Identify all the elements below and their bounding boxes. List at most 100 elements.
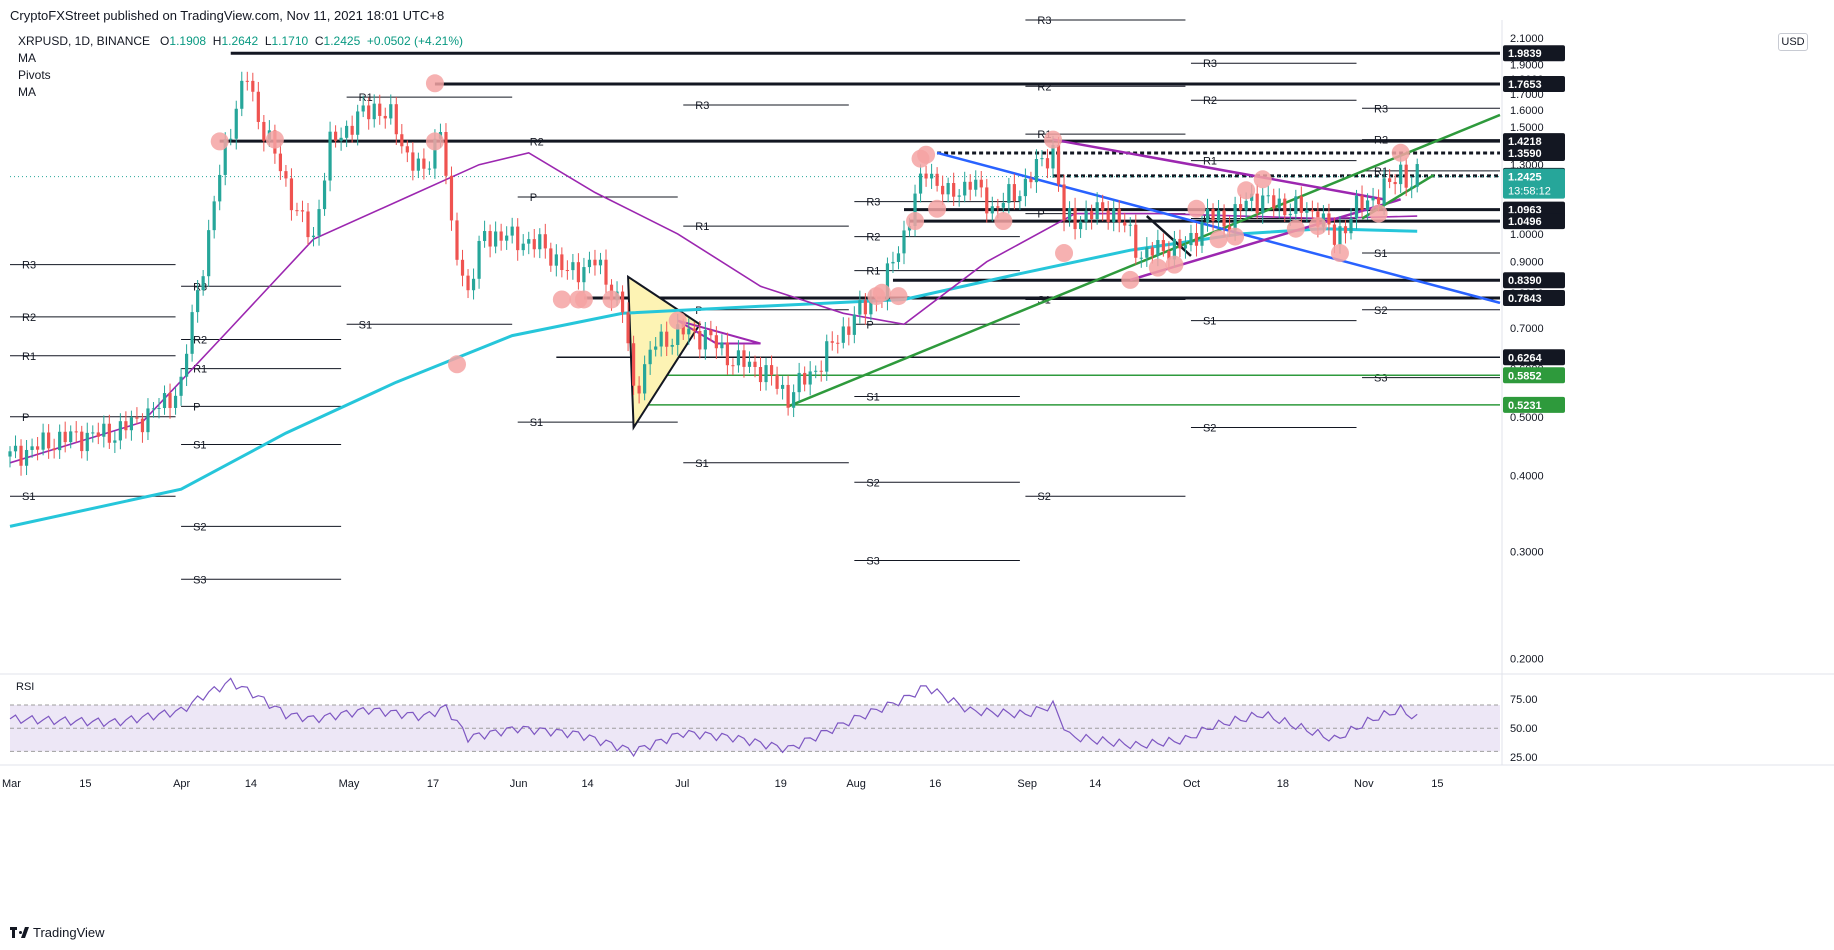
candle-body-2021-08-11 [907,226,912,231]
candle-body-2021-09-21 [1134,224,1138,258]
candle-body-2021-04-24 [306,211,310,238]
candle-body-2021-07-28 [830,341,834,343]
candle-body-2021-10-31 [1354,195,1359,219]
pivot-label-33: S2 [1037,491,1050,503]
candle-body-2021-07-14 [753,361,757,367]
candle-body-2021-08-19 [952,183,956,197]
candle-body-2021-05-23 [466,275,470,291]
rsi-tick-1: 50.00 [1510,723,1538,735]
candle-body-2021-07-11 [736,350,741,366]
candle-body-2021-03-17 [96,432,100,437]
candle-body-2021-04-28 [328,131,332,181]
level-tag-3: 1.3590 [1508,148,1542,160]
candle-body-2021-09-30 [1183,245,1188,249]
candle-body-2021-11-08 [1399,164,1403,185]
candle-body-2021-09-12 [1084,210,1088,222]
pivot-label-9: S1 [193,440,206,452]
x-tick-2: Apr [173,778,190,790]
y-tick-0: 2.1000 [1510,33,1544,45]
candle-body-2021-08-29 [1007,184,1011,203]
candle-body-2021-03-29 [162,393,167,409]
indicator-pivots[interactable]: Pivots [18,68,51,82]
level-tag-bg-7 [1503,272,1565,289]
touch-marker-7 [574,290,593,309]
level-tag-bg-8 [1503,290,1565,307]
candle-body-2021-04-04 [196,290,200,313]
candle-body-2021-07-31 [847,326,851,335]
pivot-label-11: S3 [193,574,206,586]
candle-body-2021-10-15 [1266,195,1270,197]
candle-body-2021-04-14 [251,80,255,92]
x-tick-11: 16 [929,778,941,790]
candle-body-2021-05-03 [356,111,360,135]
candle-body-2021-03-10 [58,431,62,451]
open-value: 1.1908 [169,34,207,48]
x-tick-17: 15 [1431,778,1443,790]
open-label: O [160,34,170,48]
candle-body-2021-10-21 [1299,196,1303,213]
candle-body-2021-07-10 [731,365,735,367]
candle-body-2021-11-04 [1376,197,1381,205]
candle-body-2021-09-29 [1178,238,1182,249]
candle-body-2021-10-07 [1222,210,1226,227]
pivot-label-12: R1 [359,92,373,104]
touch-marker-26 [1237,181,1256,200]
candle-body-2021-06-11 [571,262,575,271]
candle-body-2021-09-27 [1167,251,1171,260]
candle-body-2021-06-26 [654,346,658,350]
symbol-name: XRPUSD, 1D, BINANCE [18,34,151,48]
rsi-tick-0: 75.00 [1510,694,1538,706]
touch-marker-29 [1308,217,1327,236]
pivot-label-13: S1 [359,319,372,331]
level-tag-bg-3 [1503,144,1565,161]
candle-body-2021-05-30 [505,235,509,241]
candle-body-2021-04-05 [201,276,205,291]
candle-body-2021-10-09 [1233,204,1237,231]
countdown-tag: 13:58:12 [1508,186,1551,198]
candle-body-2021-05-16 [427,168,432,170]
symbol-legend[interactable]: XRPUSD, 1D, BINANCE O1.1908 H1.2642 L1.1… [18,34,463,48]
candle-body-2021-08-27 [996,206,1000,208]
indicator-ma-1[interactable]: MA [18,51,36,65]
candle-body-2021-10-05 [1211,209,1215,222]
pivot-label-25: S1 [866,391,879,403]
candle-body-2021-03-25 [140,418,145,433]
candle-body-2021-07-26 [819,370,823,372]
candle-body-2021-10-18 [1283,198,1287,216]
rsi-pane[interactable]: RSI [9,677,1500,758]
candle-body-2021-04-11 [234,108,238,139]
candle-body-2021-10-14 [1261,195,1265,214]
candle-body-2021-04-09 [223,139,227,175]
candle-body-2021-08-01 [852,314,856,335]
candle-body-2021-05-24 [471,278,476,291]
candle-body-2021-06-21 [626,312,630,344]
candle-body-2021-08-28 [1001,202,1005,208]
x-tick-10: Aug [846,778,866,790]
trendline-black-short-down [1145,215,1192,257]
level-tag-10: 0.5852 [1508,370,1542,382]
candle-body-2021-10-02 [1194,232,1199,246]
touch-marker-22 [1165,255,1184,274]
candle-body-2021-05-01 [345,125,349,138]
candle-body-2021-10-04 [1205,209,1210,223]
currency-button[interactable]: USD [1778,33,1808,51]
candle-body-2021-03-16 [91,432,95,434]
candle-body-2021-07-20 [786,384,790,408]
candle-body-2021-04-10 [229,138,233,140]
touch-marker-1 [265,130,284,149]
candle-body-2021-09-01 [1023,178,1028,197]
x-tick-8: Jul [675,778,689,790]
candle-body-2021-10-01 [1189,232,1193,246]
tradingview-logo-icon [10,927,30,938]
candle-body-2021-11-11 [1415,164,1419,187]
candle-body-2021-04-07 [212,201,216,231]
candle-body-2021-09-17 [1112,208,1116,222]
indicator-ma-2[interactable]: MA [18,85,36,99]
candle-body-2021-08-04 [869,300,873,315]
pivot-label-28: R3 [1037,15,1051,27]
candle-body-2021-10-20 [1294,196,1298,214]
brand-name: TradingView [33,925,105,940]
candle-body-2021-03-12 [69,431,73,443]
tradingview-brand[interactable]: TradingView [10,925,105,940]
